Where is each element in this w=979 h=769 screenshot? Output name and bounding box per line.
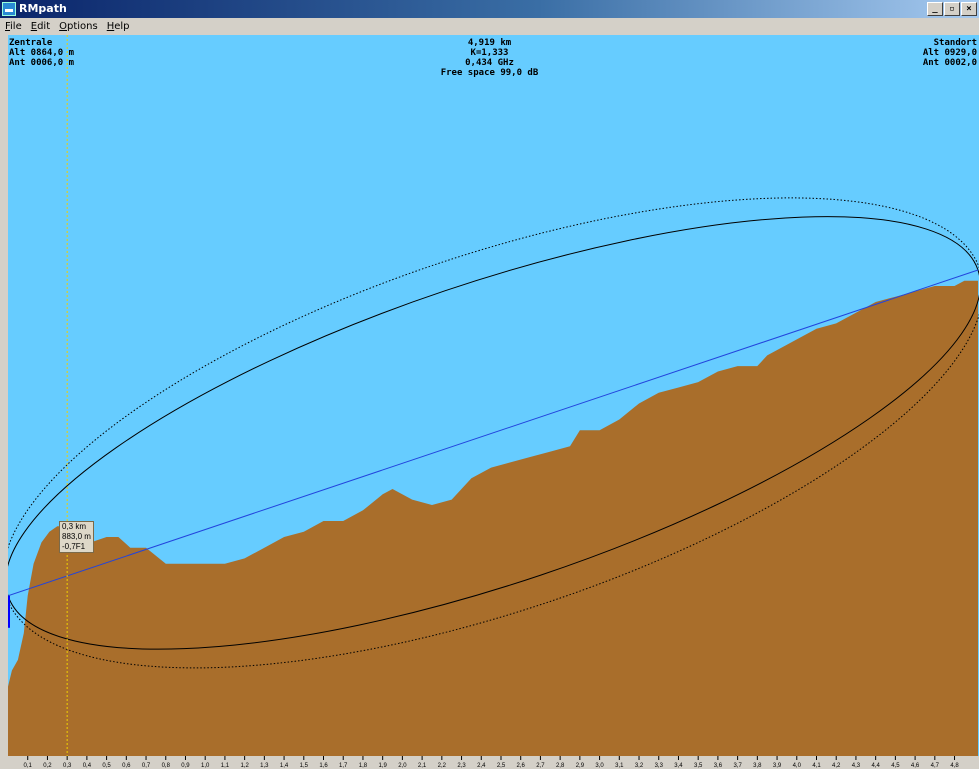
ruler-tick-label: 0,5 [102,763,111,769]
ruler-tick-label: 4,8 [950,763,959,769]
ruler-tick-label: 1,2 [240,763,249,769]
ruler-tick-label: 4,1 [812,763,821,769]
distance-ruler: 0,1 0,2 0,3 0,4 0,5 0,6 0,7 0,8 0,9 1,0 1,1 1,2 1,3 1… [8,756,979,769]
ruler-tick-label: 4,4 [871,763,880,769]
ruler-tick-label: 1,5 [300,763,309,769]
ruler-tick-label: 4,2 [832,763,841,769]
fresnel-ellipse-outer [8,197,979,669]
ruler-tick-label: 3,9 [773,763,782,769]
ruler-tick-label: 3,8 [753,763,762,769]
station-right: Standort Alt 0929,0 Ant 0002,0 [923,38,977,68]
menu-file[interactable]: File [5,21,22,32]
path-frequency: 0,434 GHz [465,58,514,68]
ruler-tick-label: 2,0 [398,763,407,769]
cursor-tooltip: 0,3 km 883,0 m -0,7F1 [59,521,94,553]
path-info: 4,919 km K=1,333 0,434 GHz Free space 99,0 … [0,38,979,78]
ruler-tick-label: 2,1 [418,763,427,769]
ruler-tick-label: 1,7 [339,763,348,769]
ruler-tick-label: 0,4 [83,763,92,769]
ruler-tick-label: 0,7 [142,763,151,769]
minimize-button[interactable]: _ [927,2,943,16]
line-of-sight [8,269,979,597]
menu-help[interactable]: Help [106,21,130,32]
window-controls: _ ▫ × [926,2,977,16]
ruler-tick-label: 2,9 [576,763,585,769]
ruler-tick-label: 1,0 [201,763,210,769]
ruler-tick-label: 0,2 [43,763,52,769]
title-bar: RMpath _ ▫ × [0,0,979,18]
terrain-area [8,280,978,756]
ruler-tick-label: 0,6 [122,763,131,769]
station-left-ant: Ant 0006,0 m [9,58,75,68]
ruler-tick-label: 2,6 [517,763,526,769]
station-right-ant: Ant 0002,0 [922,58,977,68]
ruler-tick-label: 3,5 [694,763,703,769]
restore-button[interactable]: ▫ [944,2,960,16]
cursor-fresnel: -0,7F1 [62,542,86,551]
close-button[interactable]: × [961,2,977,16]
ruler-tick-label: 1,1 [221,763,230,769]
cursor-distance: 0,3 km [62,522,87,531]
station-left: Zentrale Alt 0864,0 m Ant 0006,0 m [9,38,74,68]
ruler-tick-label: 3,4 [674,763,683,769]
left-frame [0,35,8,769]
ruler-tick-label: 3,2 [635,763,644,769]
ruler-tick-label: 4,6 [911,763,920,769]
station-left-alt: Alt 0864,0 m [9,48,75,58]
ruler-tick-label: 4,5 [891,763,900,769]
terrain-profile [8,280,978,756]
ruler-tick-label: 2,7 [536,763,545,769]
ruler-tick-label: 1,3 [260,763,269,769]
ruler-tick-label: 2,5 [497,763,506,769]
station-right-name: Standort [933,38,977,48]
path-distance: 4,919 km [467,38,512,48]
ruler-tick-label: 1,9 [378,763,387,769]
ruler-tick-label: 3,3 [655,763,664,769]
ruler-tick-label: 1,6 [319,763,328,769]
ruler-tick-label: 0,1 [24,763,33,769]
path-free-space: Free space 99,0 dB [440,68,539,78]
window-title: RMpath [19,2,67,15]
ruler-tick-label: 1,4 [280,763,289,769]
ruler-tick-label: 0,9 [181,763,190,769]
ruler-tick-label: 3,1 [615,763,624,769]
ruler-tick-label: 2,3 [457,763,466,769]
station-left-name: Zentrale [9,38,53,48]
ruler-tick-label: 4,7 [931,763,940,769]
menu-bar: File Edit Options Help [0,18,979,35]
menu-edit[interactable]: Edit [30,21,51,32]
ruler-tick-label: 3,7 [733,763,742,769]
ruler-tick-label: 3,6 [714,763,723,769]
ruler-tick-label: 0,8 [162,763,171,769]
ruler-tick-label: 4,3 [852,763,861,769]
ruler-tick-label: 3,0 [595,763,604,769]
ruler-tick-label: 0,3 [63,763,72,769]
ruler-tick-label: 4,0 [793,763,802,769]
cursor-altitude: 883,0 m [62,532,91,541]
ruler-tick-label: 2,4 [477,763,486,769]
ruler-tick-label: 2,2 [438,763,447,769]
ruler-tick-label: 1,8 [359,763,368,769]
path-profile-view[interactable] [8,35,979,756]
app-icon [2,2,16,16]
station-right-alt: Alt 0929,0 [922,48,977,58]
menu-options[interactable]: Options [59,21,98,32]
ruler-tick-label: 2,8 [556,763,565,769]
path-k-factor: K=1,333 [470,48,509,58]
